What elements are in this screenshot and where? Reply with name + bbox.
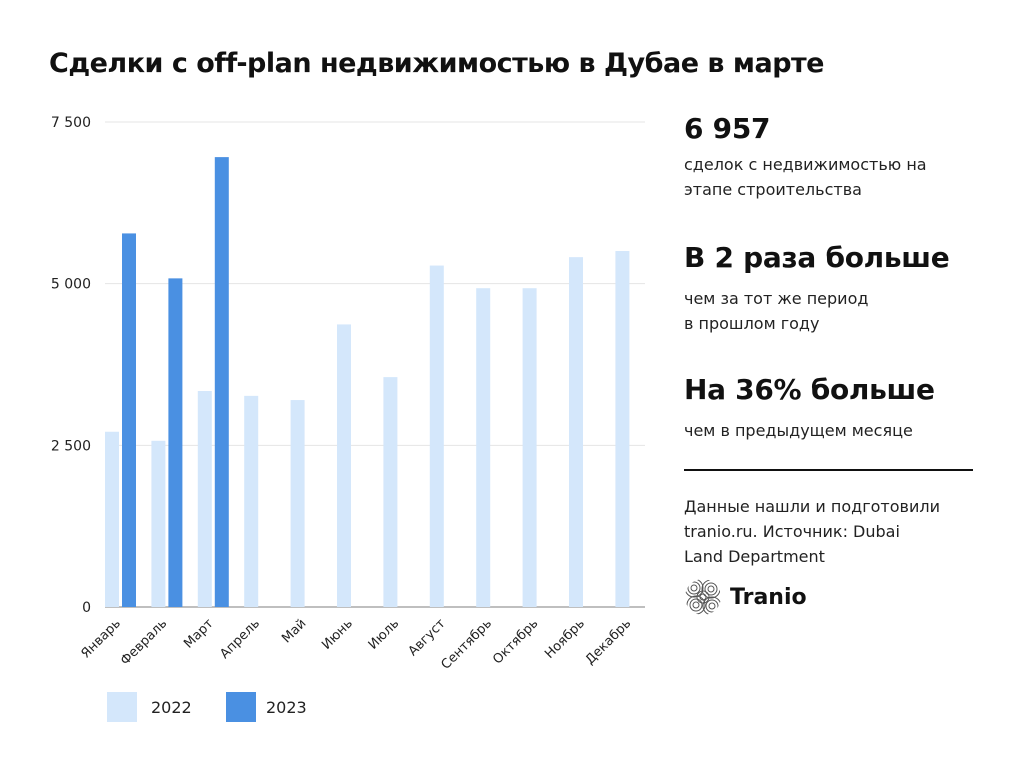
legend-swatch-2022 — [107, 692, 137, 722]
bar-2022-1 — [105, 431, 119, 607]
bar-2023-2 — [168, 278, 183, 607]
chart-title: Сделки с off-plan недвижимостью в Дубае … — [49, 48, 825, 79]
tranio-logo: Tranio — [684, 578, 807, 616]
bar-2022-7 — [383, 377, 398, 607]
x-tick-label: Март — [181, 616, 217, 652]
legend-item-2023: 2023 — [226, 692, 307, 722]
stat-text-mom: чем в предыдущем месяце — [684, 418, 913, 443]
source-note: Данные нашли и подготовили tranio.ru. Ис… — [684, 494, 940, 569]
bar-2022-3 — [197, 391, 212, 607]
x-tick-label: Май — [279, 616, 309, 646]
bar-2022-12 — [615, 251, 630, 607]
stat-value-deals: 6 957 — [684, 112, 771, 145]
stat-value-yoy: В 2 раза больше — [684, 241, 950, 274]
divider — [684, 469, 973, 471]
bar-2022-5 — [290, 400, 305, 607]
x-tick-label: Февраль — [118, 616, 170, 668]
stat-line: чем в предыдущем месяце — [684, 421, 913, 440]
spiral-circle-logo-icon — [685, 579, 721, 615]
stat-line: сделок с недвижимостью на — [684, 155, 927, 174]
x-tick-label: Август — [406, 616, 449, 659]
y-tick-label: 2 500 — [51, 438, 91, 454]
stat-line: этапе строительства — [684, 180, 862, 199]
stat-line: в прошлом году — [684, 314, 820, 333]
logo-name: Tranio — [730, 584, 807, 610]
bar-2022-9 — [476, 288, 491, 607]
stat-text-deals: сделок с недвижимостью на этапе строител… — [684, 152, 927, 202]
x-tick-label: Сентябрь — [439, 616, 496, 673]
x-tick-label: Апрель — [217, 616, 263, 662]
bar-2022-4 — [244, 395, 259, 607]
bar-2022-8 — [429, 265, 444, 607]
x-tick-label: Июнь — [319, 616, 356, 653]
bar-2022-10 — [522, 288, 537, 607]
x-tick-label: Октябрь — [490, 616, 541, 667]
stat-text-yoy: чем за тот же период в прошлом году — [684, 286, 868, 336]
source-line: tranio.ru. Источник: Dubai — [684, 522, 900, 541]
bar-2023-3 — [214, 157, 229, 607]
stat-value-mom: На 36% больше — [684, 373, 935, 406]
bar-2022-2 — [151, 440, 166, 607]
legend-swatch-2023 — [226, 692, 256, 722]
x-tick-label: Ноябрь — [542, 616, 588, 662]
y-tick-label: 5 000 — [51, 277, 91, 293]
y-tick-label: 7 500 — [51, 115, 91, 131]
legend-item-2022: 2022 — [107, 692, 192, 722]
bar-2022-11 — [569, 257, 583, 607]
x-tick-label: Декабрь — [583, 616, 635, 668]
source-line: Данные нашли и подготовили — [684, 497, 940, 516]
x-tick-label: Июль — [366, 616, 403, 653]
source-line: Land Department — [684, 547, 825, 566]
bar-2022-6 — [337, 324, 351, 607]
legend-label: 2023 — [266, 697, 307, 717]
x-tick-label: Январь — [79, 616, 124, 661]
legend-label: 2022 — [151, 697, 192, 717]
y-tick-label: 0 — [82, 600, 91, 616]
stat-line: чем за тот же период — [684, 289, 869, 308]
bar-2023-1 — [122, 233, 136, 608]
